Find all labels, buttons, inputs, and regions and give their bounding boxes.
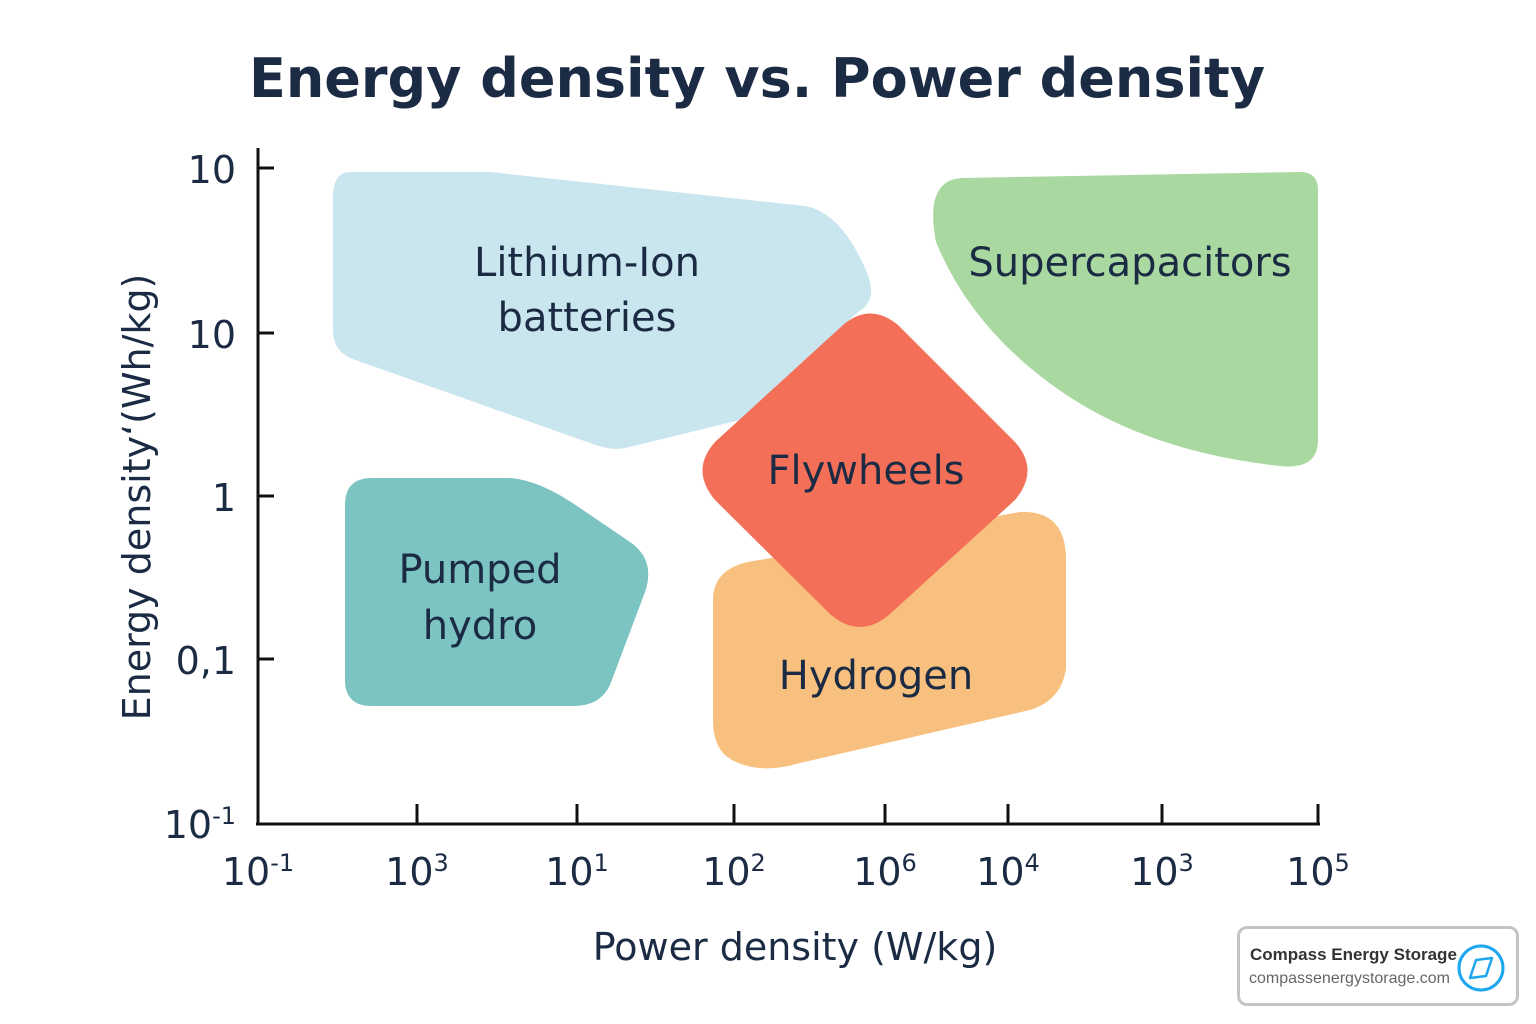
y-tick-label: 10 [188,313,236,357]
region-supercapacitors [933,172,1318,467]
chart-title: Energy density vs. Power density [249,47,1265,110]
label-lithium-ion-line1: Lithium-Ion [474,240,700,286]
y-tick-label: 10-1 [164,802,236,847]
region-lithium-ion [333,172,872,449]
x-tick-label: 103 [1130,849,1194,894]
y-tick-label: 10 [188,148,236,192]
x-tick-label: 104 [976,849,1040,894]
x-tick-label: 10-1 [222,849,294,894]
logo-name: Compass Energy Storage [1250,945,1457,964]
x-tick-label: 105 [1286,849,1350,894]
label-pumped-hydro-line1: Pumped [398,547,561,593]
x-tick-label: 103 [385,849,449,894]
x-axis-label: Power density (W/kg) [593,925,998,969]
y-axis-label: Energy density‘(Wh/kg) [115,274,159,721]
label-flywheels: Flywheels [767,448,964,494]
label-lithium-ion-line2: batteries [498,295,677,341]
logo-badge: Compass Energy Storage compassenergystor… [1237,926,1519,1006]
y-tick-label: 1 [212,476,236,520]
label-pumped-hydro-line2: hydro [423,603,537,649]
label-supercapacitors: Supercapacitors [968,240,1291,286]
x-tick-label: 101 [545,849,609,894]
x-tick-label: 106 [853,849,917,894]
region-flywheels [702,313,1028,627]
label-hydrogen: Hydrogen [779,653,974,699]
region-pumped-hydro [345,478,649,706]
y-tick-label: 0,1 [176,639,236,683]
compass-icon [1457,944,1505,992]
x-tick-label: 102 [702,849,766,894]
logo-url: compassenergystorage.com [1249,970,1450,987]
